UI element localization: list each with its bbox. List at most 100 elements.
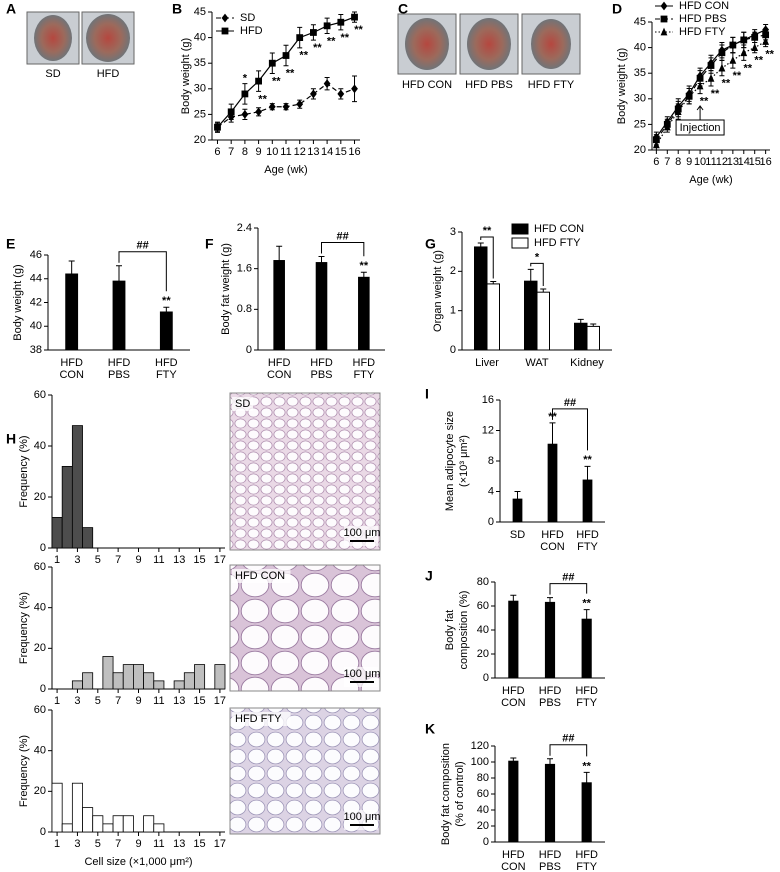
y-tick-label: 40 [34, 745, 46, 757]
y-tick-label: 16 [482, 394, 494, 406]
histogram-bar [61, 465, 73, 549]
x-tick-label: 9 [135, 554, 141, 566]
histogram-bar [61, 823, 73, 833]
x-tick-label: 5 [95, 554, 101, 566]
significance: ** [583, 454, 592, 466]
y-tick-label: 8 [488, 455, 494, 467]
significance: ** [341, 32, 350, 44]
x-tick-label: 7 [115, 695, 121, 707]
x-tick-label: 9 [135, 695, 141, 707]
marker [323, 22, 331, 30]
photo-subject [405, 18, 449, 70]
x-tick-label: 7 [115, 554, 121, 566]
marker [214, 123, 221, 131]
x-tick-label: PBS [539, 697, 561, 709]
x-tick-label: 1 [54, 695, 60, 707]
panel-letter: D [612, 1, 622, 17]
marker [241, 110, 249, 119]
error-bar [549, 422, 556, 445]
photo-subject [467, 18, 511, 70]
significance: ** [327, 35, 336, 47]
x-tick-label: 11 [153, 554, 164, 566]
y-axis-label: Frequency (%) [18, 592, 30, 664]
x-tick-label: 15 [193, 695, 205, 707]
significance: ** [483, 225, 492, 237]
y-tick-label: 80 [477, 772, 489, 784]
y-tick-label: 0 [246, 344, 252, 356]
marker [696, 81, 704, 90]
x-tick-label: HFD [576, 529, 599, 541]
y-tick-label: 25 [634, 118, 646, 130]
marker [751, 43, 759, 51]
x-tick-label: 14 [321, 146, 333, 158]
x-tick-label: FTY [577, 541, 598, 553]
x-tick-label: PBS [310, 369, 332, 381]
significance: ** [711, 88, 720, 100]
histogram-bar [82, 527, 94, 549]
micrograph-label-bg [232, 569, 291, 583]
y-tick-label: 44 [30, 273, 42, 285]
significance: ** [722, 78, 731, 90]
panel-letter: J [425, 568, 433, 584]
photo-label: HFD CON [402, 79, 452, 91]
marker [663, 122, 671, 131]
micrograph-label: HFD FTY [235, 713, 282, 725]
x-tick-label: 17 [214, 695, 226, 707]
micrograph-label-bg [232, 397, 253, 411]
bar [574, 322, 588, 351]
histogram-bar [143, 815, 155, 833]
significance: ** [582, 598, 591, 610]
significance: ## [564, 397, 576, 409]
x-axis-label: Age (wk) [264, 164, 307, 176]
significance: ** [258, 93, 267, 105]
y-axis-label: (×10³ μm²) [458, 435, 470, 487]
histogram-bar [102, 656, 114, 690]
y-tick-label: 30 [194, 83, 206, 95]
x-tick-label: CON [501, 697, 526, 709]
bar [524, 280, 538, 351]
x-tick-label: PBS [539, 861, 561, 872]
marker [762, 37, 770, 45]
x-tick-label: 12 [294, 146, 306, 158]
bracket [118, 251, 167, 292]
bar [547, 443, 558, 523]
callout-arrow [696, 105, 704, 120]
x-tick-label: 15 [749, 156, 761, 168]
x-axis-label: Age (wk) [689, 174, 732, 186]
histogram-bar [133, 664, 144, 690]
scale-bar-label: 100 μm [344, 527, 381, 539]
x-tick-label: 6 [653, 156, 659, 168]
histogram-bar [194, 664, 206, 690]
y-tick-label: 0 [483, 836, 489, 848]
significance: ## [337, 230, 349, 242]
bracket [480, 236, 494, 279]
y-tick-label: 45 [194, 6, 206, 18]
x-axis-label: Cell size (×1,000 μm²) [84, 856, 192, 868]
bar [315, 262, 328, 351]
x-tick-label: 5 [95, 838, 101, 850]
y-tick-label: 20 [194, 134, 206, 146]
significance: ** [765, 48, 774, 60]
bracket [552, 408, 588, 451]
marker [310, 89, 317, 99]
x-tick-label: HFD [108, 357, 131, 369]
legend-marker [221, 27, 229, 35]
panel-letter: E [6, 236, 15, 252]
x-tick-label: HFD [353, 357, 376, 369]
error-bar [547, 758, 553, 765]
photo-label: SD [45, 68, 60, 80]
x-tick-label: 15 [193, 554, 205, 566]
callout-label: Injection [680, 122, 721, 134]
x-tick-label: 5 [95, 695, 101, 707]
y-axis-label: Body fat weight (g) [220, 243, 232, 335]
marker [255, 107, 262, 117]
marker [718, 49, 726, 57]
significance: ** [272, 75, 281, 87]
error-bar [477, 242, 484, 247]
y-tick-label: 2 [450, 265, 456, 277]
x-tick-label: 6 [214, 146, 220, 158]
histogram-bar [153, 823, 165, 833]
histogram-bar [183, 672, 195, 690]
micrograph-label: SD [235, 398, 250, 410]
histogram-bar [122, 815, 134, 833]
